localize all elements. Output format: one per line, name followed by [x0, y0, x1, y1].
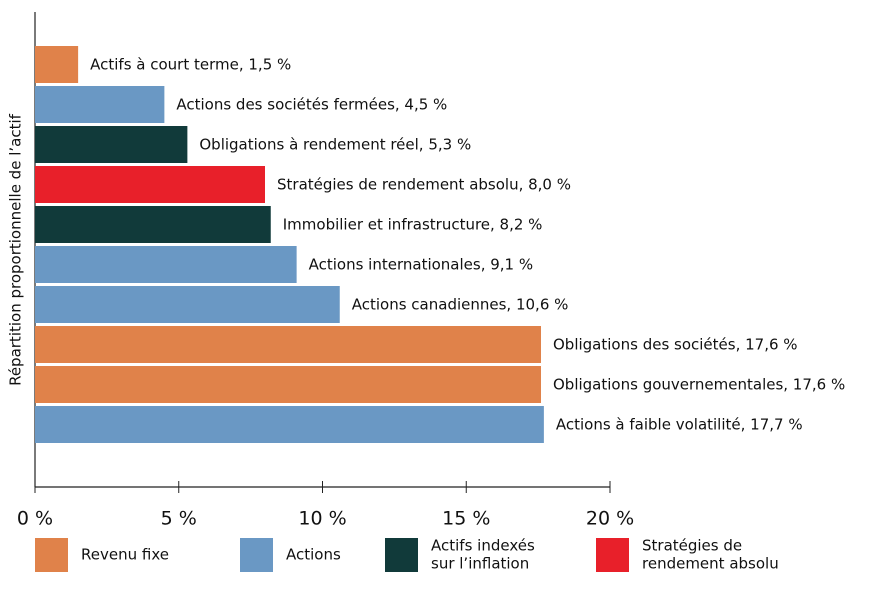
bar-label: Stratégies de rendement absolu, 8,0 % [277, 176, 571, 194]
bar [35, 246, 297, 283]
legend-swatch [240, 538, 273, 572]
x-tick-label: 20 % [586, 508, 634, 530]
legend-label: sur l’inflation [431, 555, 529, 573]
bar [35, 46, 79, 83]
bar [35, 326, 541, 363]
bar-label: Actifs à court terme, 1,5 % [90, 56, 291, 74]
bar-label: Actions des sociétés fermées, 4,5 % [176, 96, 447, 114]
legend-label: rendement absolu [642, 555, 779, 573]
legend-swatch [385, 538, 418, 572]
bar [35, 286, 340, 323]
y-axis-label: Répartition proportionnelle de l’actif [7, 113, 25, 386]
legend-label: Actifs indexés [431, 537, 535, 555]
legend-label: Stratégies de [642, 537, 742, 555]
bar [35, 206, 271, 243]
legend-swatch [596, 538, 629, 572]
bar [35, 366, 541, 403]
bar-label: Obligations gouvernementales, 17,6 % [553, 376, 845, 394]
bar-label: Actions internationales, 9,1 % [309, 256, 534, 274]
legend-label: Actions [286, 546, 341, 564]
x-tick-label: 5 % [161, 508, 197, 530]
bar-label: Actions à faible volatilité, 17,7 % [556, 416, 803, 434]
x-tick-label: 0 % [17, 508, 53, 530]
bar [35, 126, 188, 163]
bar [35, 406, 544, 443]
bar-label: Immobilier et infrastructure, 8,2 % [283, 216, 543, 234]
legend-swatch [35, 538, 68, 572]
x-tick-label: 10 % [298, 508, 346, 530]
bar-label: Actions canadiennes, 10,6 % [352, 296, 569, 314]
bar-label: Obligations à rendement réel, 5,3 % [199, 136, 471, 154]
legend-label: Revenu fixe [81, 546, 169, 564]
bar-label: Obligations des sociétés, 17,6 % [553, 336, 798, 354]
x-tick-label: 15 % [442, 508, 490, 530]
bar [35, 166, 265, 203]
bar [35, 86, 165, 123]
